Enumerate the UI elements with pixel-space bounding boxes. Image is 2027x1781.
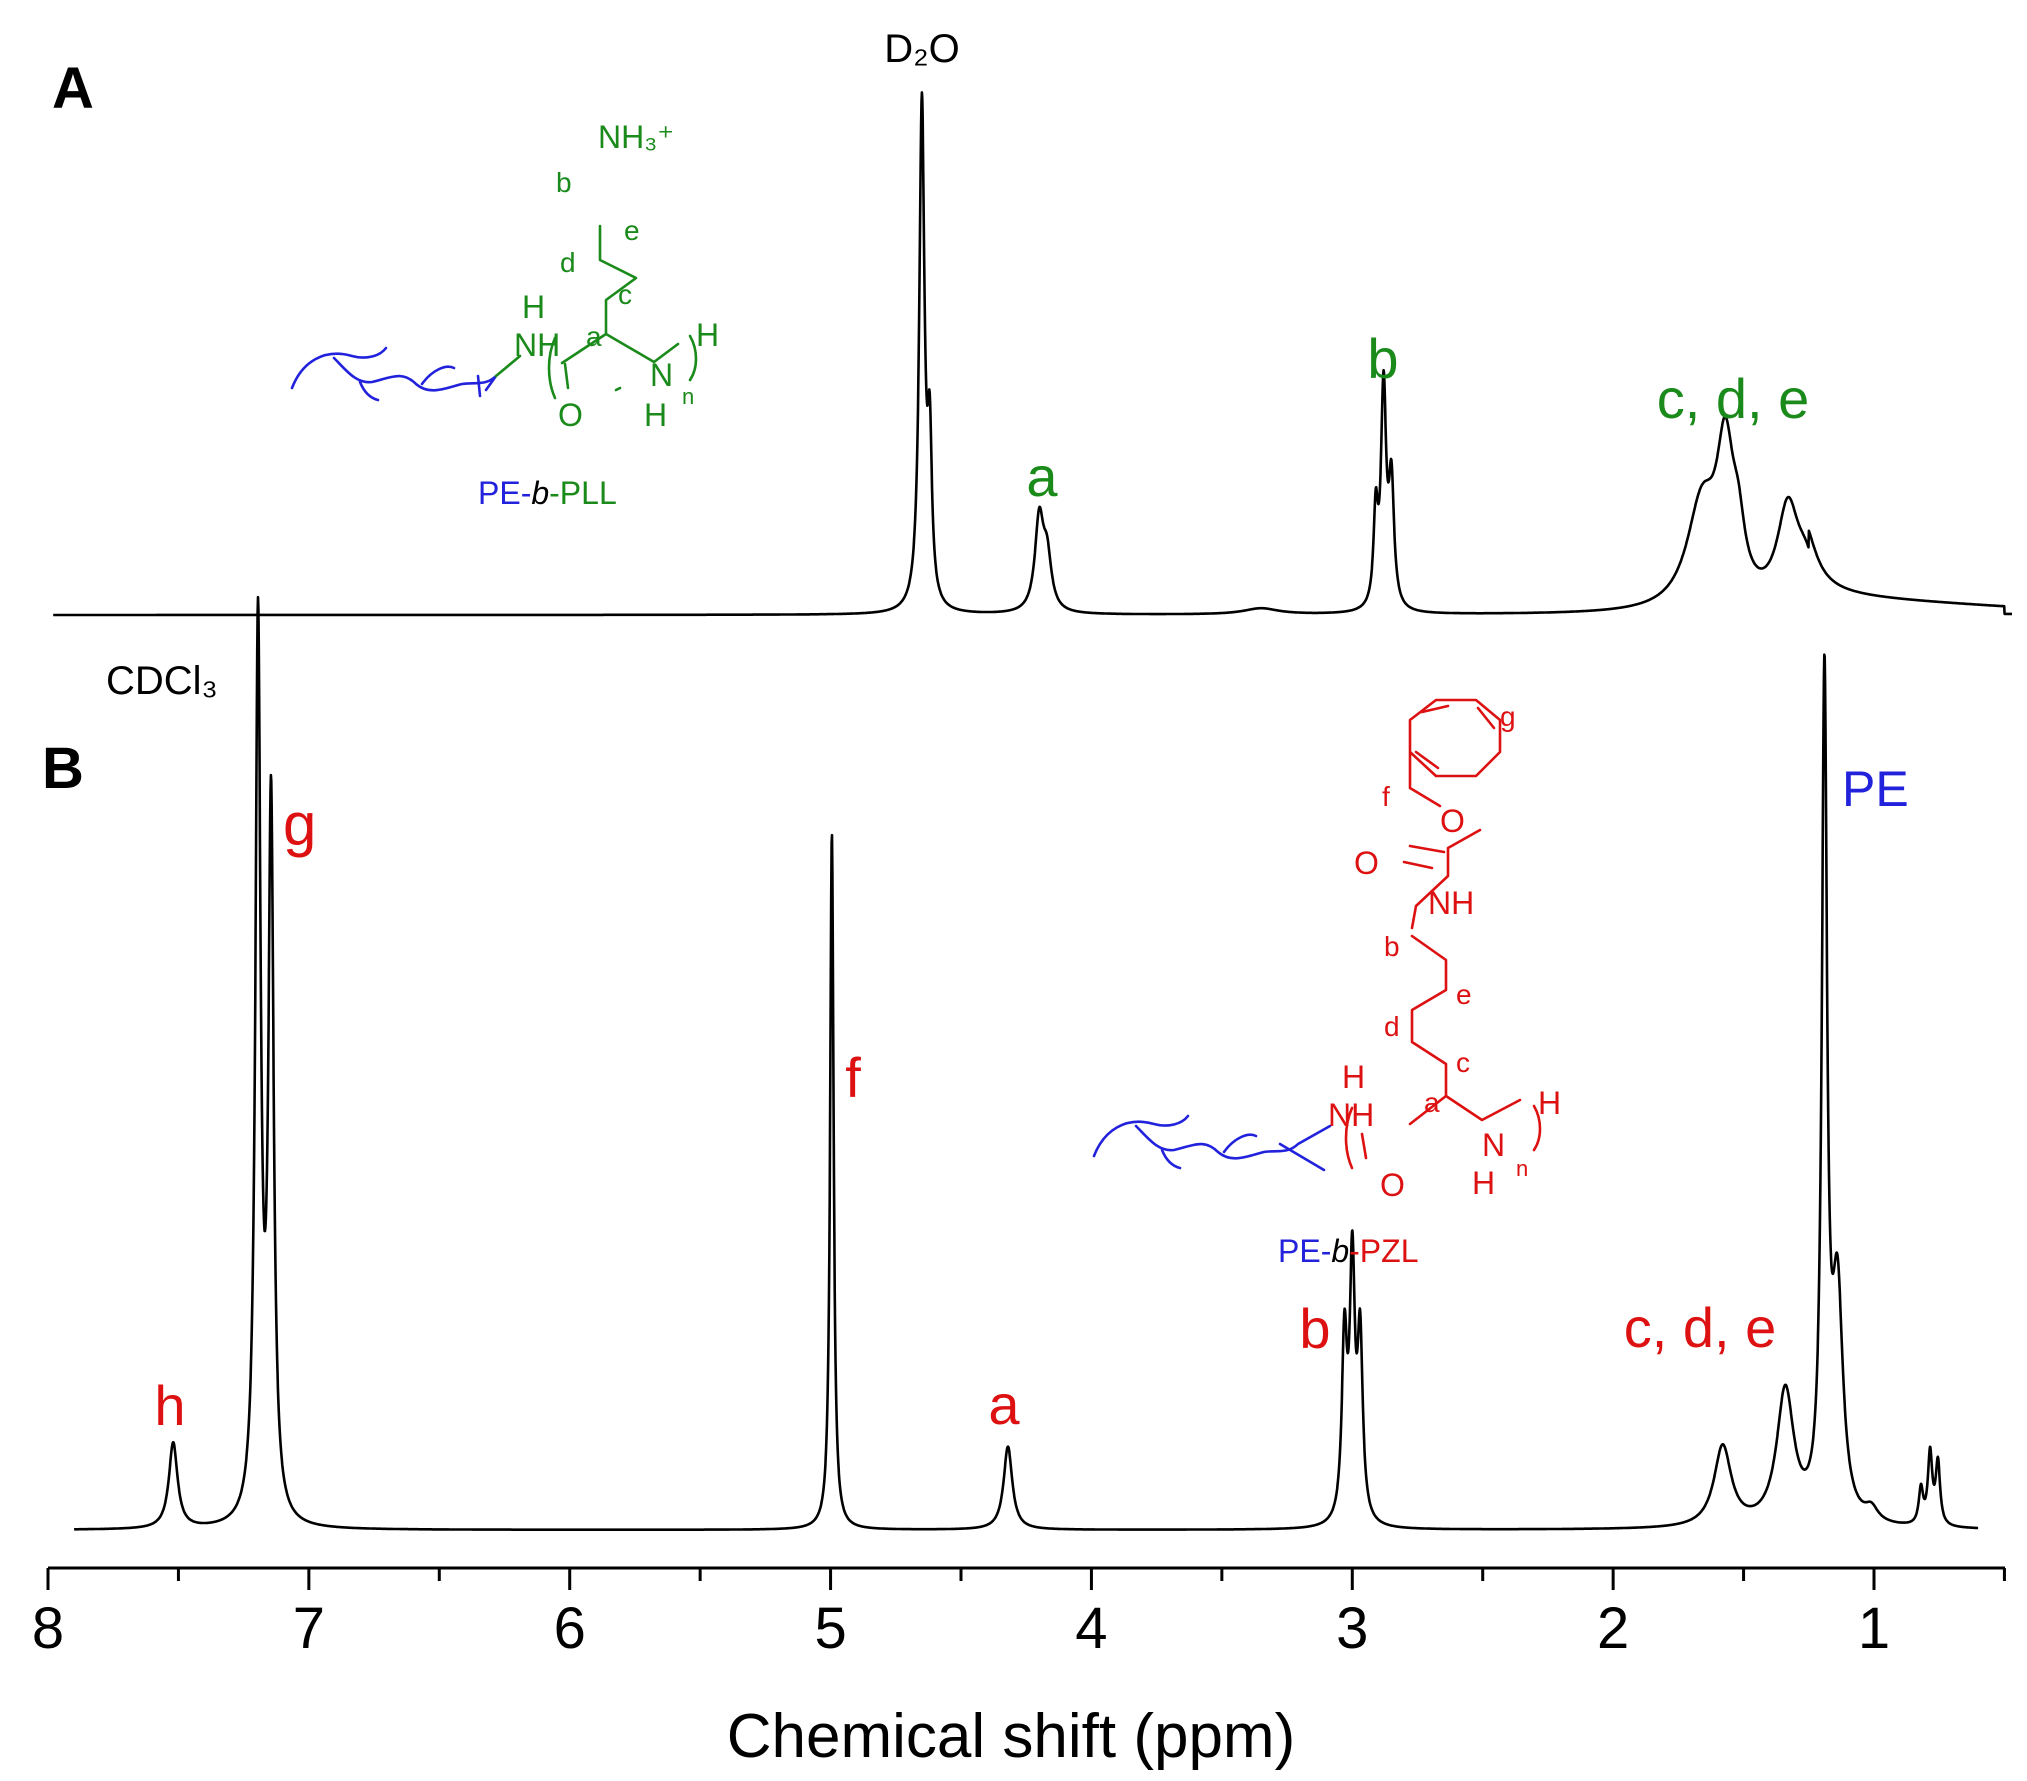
backbone-b <box>1344 698 1542 1170</box>
structure-pe-b-pll: NH₃⁺ b e d c a H NH N H O H n PE-b-PLL <box>290 119 719 511</box>
panel-label-a: A <box>52 56 94 121</box>
peak-label-d2o: D₂O <box>884 27 960 71</box>
atom-nh3-plus: NH₃⁺ <box>598 119 674 155</box>
atom-label-alpha-a: a <box>586 321 602 352</box>
atom-label-b-b: b <box>1384 931 1400 962</box>
x-tick-label: 6 <box>554 1596 586 1661</box>
x-axis: 8 7 6 5 4 3 2 1 <box>32 1566 2006 1661</box>
peak-label-cde-bottom: c, d, e <box>1624 1296 1777 1359</box>
x-tick-label: 7 <box>293 1596 325 1661</box>
atom-nh-a: NH <box>514 327 560 363</box>
peak-label-f: f <box>845 1046 861 1109</box>
peak-label-a-top: a <box>1026 445 1058 508</box>
peak-label-cde-top: c, d, e <box>1657 367 1810 430</box>
x-tick-label: 4 <box>1075 1596 1107 1661</box>
x-axis-label: Chemical shift (ppm) <box>727 1702 1295 1771</box>
atom-label-b-a: b <box>556 167 572 198</box>
backbone-a <box>494 224 698 400</box>
atom-o-a: O <box>558 397 583 433</box>
pe-chain-a <box>290 346 498 402</box>
structure-pe-b-pzl: g f O O NH b e d c a H NH N H O H n PE-b… <box>1092 698 1561 1269</box>
atom-nh-side-b: NH <box>1428 885 1474 921</box>
atom-n-sub-a: n <box>682 384 694 409</box>
x-tick-label: 1 <box>1858 1596 1890 1661</box>
spectrum-b-trace <box>73 595 1979 1531</box>
x-tick-label: 2 <box>1597 1596 1629 1661</box>
atom-h-top-a: H <box>522 289 545 325</box>
atom-label-alpha-b: a <box>1424 1087 1440 1118</box>
atom-o-ester-b: O <box>1440 803 1465 839</box>
x-tick-label: 8 <box>32 1596 64 1661</box>
atom-label-f-b: f <box>1382 781 1390 812</box>
atom-label-d-a: d <box>560 247 576 278</box>
atom-h-top-b: H <box>1342 1059 1365 1095</box>
atom-label-e-b: e <box>1456 979 1472 1010</box>
peak-label-g: g <box>283 791 316 858</box>
atom-label-g-b: g <box>1500 701 1516 732</box>
x-tick-label: 5 <box>814 1596 846 1661</box>
peak-label-cdcl3: CDCl₃ <box>106 659 218 703</box>
x-tick-label: 3 <box>1336 1596 1368 1661</box>
atom-h-bottom-a: H <box>644 397 667 433</box>
atom-label-e-a: e <box>624 215 640 246</box>
atom-label-d-b: d <box>1384 1011 1400 1042</box>
atom-o-carbonyl-b: O <box>1354 845 1379 881</box>
atom-h-bottom-b: H <box>1472 1165 1495 1201</box>
atom-nh-b: NH <box>1328 1097 1374 1133</box>
atom-label-c-b: c <box>1456 1047 1470 1078</box>
polymer-name-b: PE-b-PZL <box>1278 1233 1418 1269</box>
atom-label-c-a: c <box>618 279 632 310</box>
atom-h-end-a: H <box>696 317 719 353</box>
spectrum-a-trace <box>52 91 2013 617</box>
peak-label-b-top: b <box>1367 327 1398 390</box>
atom-h-end-b: H <box>1538 1085 1561 1121</box>
peak-label-a-bottom: a <box>988 1373 1020 1436</box>
atom-n-sub-b: n <box>1516 1156 1528 1181</box>
peak-label-b-bottom: b <box>1299 1297 1330 1360</box>
atom-o-b: O <box>1380 1167 1405 1203</box>
peak-label-pe: PE <box>1842 761 1909 817</box>
panel-label-b: B <box>42 736 84 801</box>
polymer-name-a: PE-b-PLL <box>478 475 617 511</box>
peak-label-h: h <box>154 1374 185 1437</box>
atom-n-a: N <box>650 357 673 393</box>
atom-n-b: N <box>1482 1127 1505 1163</box>
pe-chain-b <box>1092 1114 1332 1172</box>
